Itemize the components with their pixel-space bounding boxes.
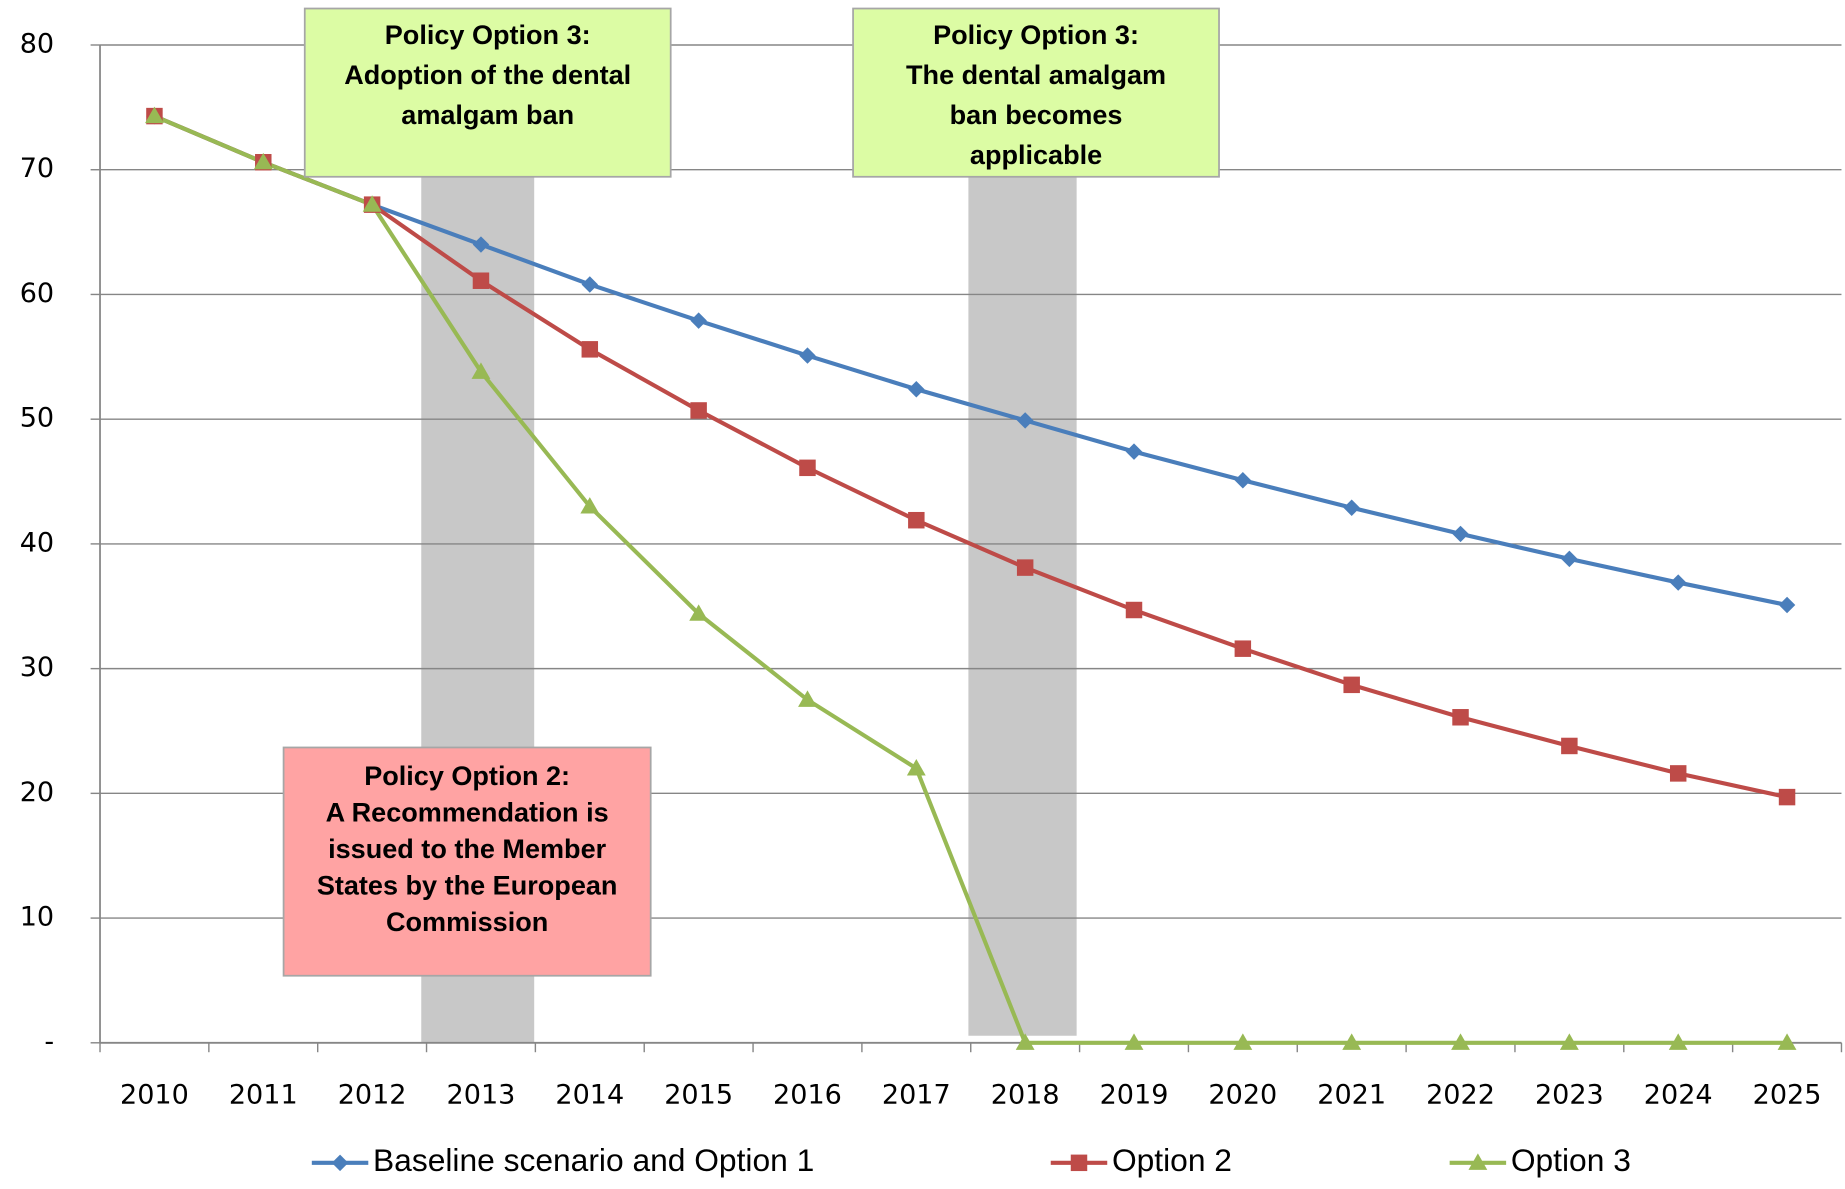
legend-marker (331, 1154, 349, 1172)
shaded-period (968, 165, 1077, 1036)
annotation-box (852, 7, 1220, 178)
marker (1233, 1033, 1253, 1050)
marker (1451, 1033, 1470, 1050)
x-tick-label: 2010 (120, 1079, 189, 1110)
marker (1561, 550, 1578, 568)
x-tick-label: 2012 (338, 1079, 407, 1110)
marker (1669, 765, 1687, 782)
y-tick-label: 60 (20, 278, 54, 309)
legend-label: Option 3 (1511, 1142, 1631, 1178)
annotation-box (282, 746, 652, 977)
marker (908, 381, 925, 398)
annotation-text: ban becomes (950, 100, 1123, 130)
marker (1778, 596, 1796, 614)
marker (362, 195, 382, 212)
annotation-text: applicable (970, 140, 1102, 170)
x-tick-label: 2017 (882, 1079, 951, 1110)
marker (1124, 1033, 1144, 1050)
annotation-box (303, 7, 672, 178)
series-line (153, 114, 1788, 1045)
legend-marker (1070, 1154, 1088, 1172)
marker (1561, 737, 1578, 755)
marker (690, 402, 707, 419)
annotation-text: Commission (386, 907, 548, 937)
y-tick-label: - (44, 1026, 54, 1057)
x-tick-label: 2014 (555, 1079, 624, 1110)
x-tick-label: 2025 (1753, 1079, 1822, 1110)
marker (1452, 525, 1469, 543)
marker (1343, 676, 1360, 694)
annotation-text: Policy Option 2: (364, 761, 570, 791)
marker (145, 106, 164, 124)
marker (799, 347, 816, 364)
y-tick-label: 40 (20, 527, 54, 558)
marker (798, 690, 817, 707)
x-tick-label: 2020 (1208, 1079, 1277, 1110)
marker (906, 758, 926, 776)
x-tick-label: 2022 (1426, 1079, 1495, 1110)
x-tick-label: 2013 (447, 1079, 516, 1110)
marker (1668, 1033, 1688, 1050)
marker (1559, 1033, 1579, 1050)
marker (908, 511, 925, 529)
marker (1015, 1033, 1035, 1050)
x-tick-label: 2015 (664, 1079, 733, 1110)
annotation-text: Adoption of the dental (344, 60, 631, 90)
marker (1234, 472, 1252, 489)
annotation-text: Policy Option 3: (385, 20, 591, 50)
marker (1343, 499, 1360, 516)
legend-marker (1468, 1153, 1488, 1170)
marker (1778, 788, 1796, 806)
marker (1234, 640, 1252, 657)
marker (580, 497, 600, 514)
series-line (153, 114, 1788, 608)
x-tick-label: 2019 (1100, 1079, 1169, 1110)
x-tick-label: 2024 (1644, 1079, 1713, 1110)
y-tick-label: 30 (20, 652, 54, 683)
x-tick-label: 2023 (1535, 1079, 1604, 1110)
marker (581, 341, 599, 358)
y-tick-label: 20 (20, 777, 54, 808)
annotation-text: A Recommendation is (326, 798, 609, 828)
marker (1016, 412, 1034, 429)
marker (1669, 574, 1687, 591)
y-tick-label: 70 (20, 153, 54, 184)
annotation-text: States by the European (317, 871, 618, 901)
x-tick-label: 2021 (1317, 1079, 1386, 1110)
annotation-text: The dental amalgam (906, 60, 1166, 90)
marker (1452, 709, 1469, 726)
x-tick-label: 2018 (991, 1079, 1060, 1110)
annotation-text: Policy Option 3: (933, 20, 1139, 50)
y-tick-label: 80 (20, 29, 54, 60)
marker (1125, 601, 1143, 619)
x-tick-label: 2016 (773, 1079, 842, 1110)
legend-label: Baseline scenario and Option 1 (373, 1142, 814, 1178)
marker (690, 312, 707, 329)
marker (689, 604, 709, 621)
marker (799, 459, 816, 477)
y-tick-label: 10 (20, 902, 54, 933)
annotation-text: issued to the Member (328, 834, 607, 864)
marker (1125, 443, 1143, 460)
marker (1016, 559, 1034, 576)
y-tick-label: 50 (20, 403, 54, 434)
annotation-text: amalgam ban (401, 100, 574, 130)
marker (1342, 1033, 1362, 1050)
legend-label: Option 2 (1112, 1142, 1232, 1178)
marker (472, 272, 490, 289)
series-line (153, 114, 1788, 800)
marker (253, 152, 273, 170)
marker (581, 276, 599, 293)
marker (471, 362, 491, 379)
marker (1777, 1033, 1797, 1050)
x-tick-label: 2011 (229, 1079, 298, 1110)
